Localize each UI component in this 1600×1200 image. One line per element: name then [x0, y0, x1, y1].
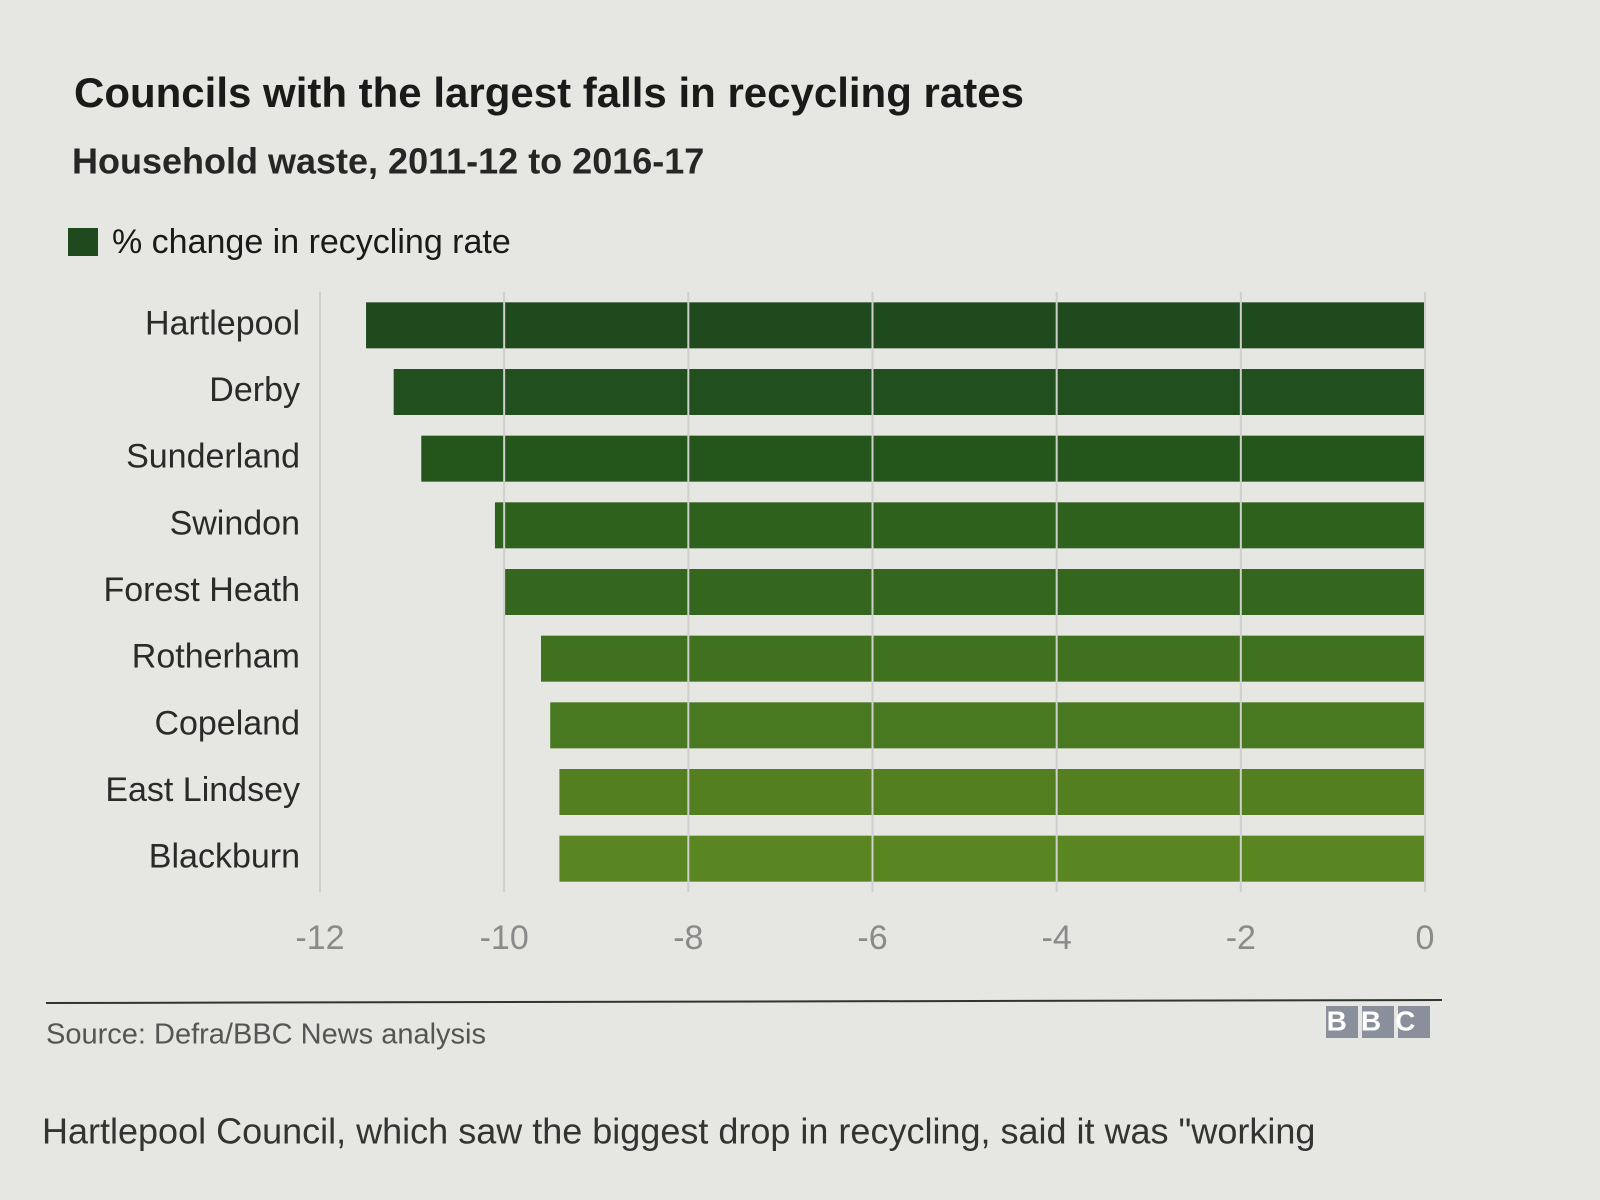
x-tick-label: -2: [1226, 919, 1256, 957]
y-tick-label: Blackburn: [149, 838, 300, 876]
article-text: Hartlepool Council, which saw the bigges…: [42, 1111, 1315, 1152]
bar: [559, 769, 1425, 815]
x-tick-label: 0: [1416, 919, 1435, 957]
y-tick-label: Forest Heath: [103, 571, 300, 609]
x-tick-label: -12: [295, 919, 344, 957]
y-tick-label: Copeland: [154, 704, 300, 742]
bar: [421, 435, 1426, 482]
footer-rule: [45, 999, 1443, 1004]
chart-subtitle: Household waste, 2011-12 to 2016-17: [72, 141, 704, 182]
chart-title: Councils with the largest falls in recyc…: [74, 69, 1024, 116]
y-tick-label: Swindon: [170, 504, 300, 542]
x-tick-label: -4: [1042, 919, 1072, 957]
y-tick-label: Sunderland: [126, 438, 300, 476]
logo-block: [1362, 1006, 1394, 1038]
bar: [393, 369, 1426, 415]
bar: [541, 635, 1425, 682]
legend-label: % change in recycling rate: [112, 223, 511, 261]
source: Source: Defra/BBC News analysis: [46, 1019, 486, 1051]
logo-block: [1398, 1006, 1430, 1038]
legend-swatch: [68, 228, 98, 256]
bar: [559, 835, 1425, 882]
y-tick-label: Rotherham: [132, 638, 300, 676]
legend: % change in recycling rate: [68, 223, 511, 261]
logo-block: [1326, 1006, 1358, 1038]
bar: [366, 302, 1426, 349]
x-tick-label: -10: [480, 919, 529, 957]
y-tick-label: East Lindsey: [105, 771, 300, 809]
y-tick-label: Hartlepool: [145, 304, 300, 342]
bar: [494, 502, 1425, 549]
logo-text: BBC: [1327, 1005, 1430, 1036]
logo: BBC: [1326, 1005, 1430, 1038]
x-tick-label: -8: [673, 919, 703, 957]
bar: [504, 569, 1426, 615]
bar: [550, 702, 1425, 749]
x-tick-label: -6: [857, 919, 887, 957]
y-tick-label: Derby: [209, 371, 300, 409]
